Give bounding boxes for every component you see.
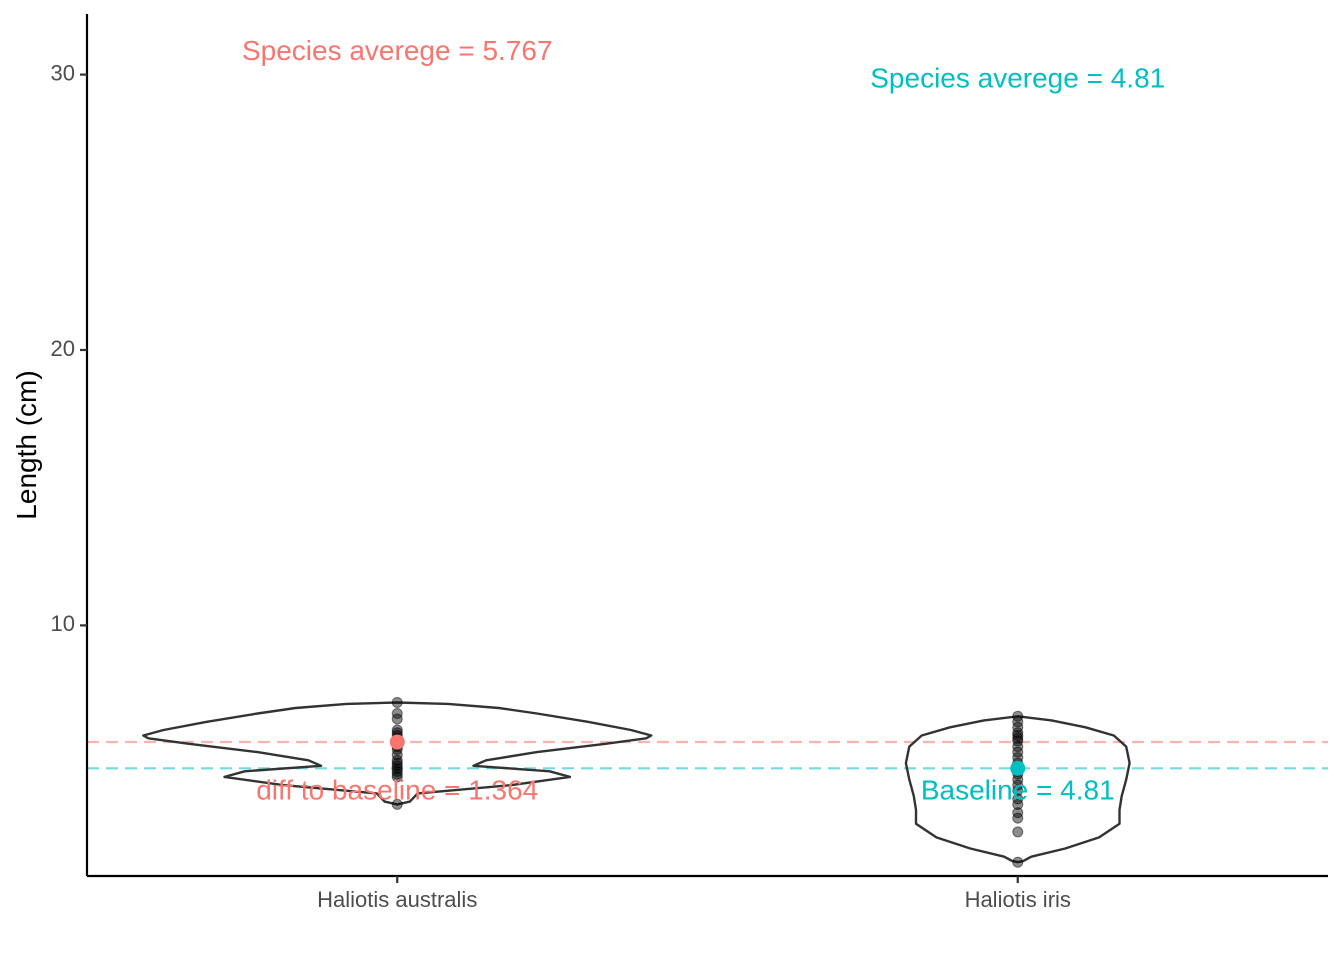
annotation-1: Species averege = 5.767 — [242, 35, 553, 66]
data-point — [1012, 793, 1024, 805]
mean-marker-1 — [389, 734, 405, 750]
data-point — [1012, 746, 1024, 758]
annotations: Species averege = 5.767 Species averege =… — [242, 35, 1165, 805]
data-point — [391, 754, 403, 766]
x-ticks: Haliotis australis Haliotis iris — [317, 876, 1071, 912]
data-point — [1012, 735, 1024, 747]
data-point — [391, 763, 403, 775]
data-point — [1012, 732, 1024, 744]
data-point — [391, 798, 403, 810]
data-point — [391, 765, 403, 777]
data-point — [1012, 710, 1024, 722]
y-tick-label: 10 — [51, 611, 75, 636]
data-point — [1012, 826, 1024, 838]
y-tick-label: 20 — [51, 336, 75, 361]
data-point — [391, 771, 403, 783]
data-point — [1012, 785, 1024, 797]
data-point — [1012, 779, 1024, 791]
x-tick-label: Haliotis australis — [317, 887, 477, 912]
data-point — [1012, 807, 1024, 819]
mean-marker-2 — [1010, 760, 1026, 776]
data-point — [391, 768, 403, 780]
y-ticks: 10 20 30 — [51, 60, 87, 636]
data-point — [391, 757, 403, 769]
data-point — [1012, 856, 1024, 868]
y-axis-title: Length (cm) — [11, 370, 42, 519]
violin-1 — [142, 701, 653, 806]
data-point — [391, 708, 403, 720]
mean-markers — [389, 734, 1026, 776]
annotation-2: Species averege = 4.81 — [870, 62, 1165, 93]
data-point — [1012, 798, 1024, 810]
annotation-3: diff to baseline = 1.364 — [256, 774, 538, 805]
data-point — [1012, 730, 1024, 742]
data-point — [1012, 716, 1024, 728]
x-tick-label: Haliotis iris — [965, 887, 1071, 912]
data-point — [1012, 721, 1024, 733]
data-point — [391, 749, 403, 761]
data-point — [391, 760, 403, 772]
data-point — [391, 713, 403, 725]
data-point — [1012, 741, 1024, 753]
y-tick-label: 30 — [51, 60, 75, 85]
axes — [85, 14, 1328, 878]
data-point — [1012, 727, 1024, 739]
annotation-4: Baseline = 4.81 — [921, 774, 1115, 805]
data-point — [391, 696, 403, 708]
data-point — [1012, 812, 1024, 824]
